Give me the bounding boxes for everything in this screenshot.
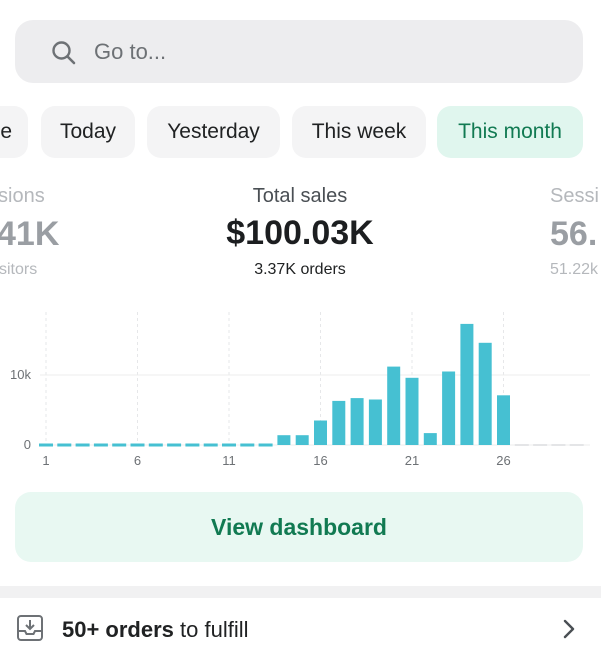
chart-x-tick-label: 16: [313, 453, 327, 468]
chart-y-tick-label: 0: [24, 437, 31, 452]
chart-bar: [277, 435, 291, 445]
view-dashboard-button[interactable]: View dashboard: [15, 492, 583, 562]
chart-x-tick-label: 11: [222, 453, 236, 468]
chart-bar: [478, 342, 492, 445]
search-placeholder: Go to...: [94, 39, 167, 64]
chart-bar: [423, 433, 437, 445]
stat-center-sub: 3.37K orders: [254, 261, 346, 278]
chart-bar: [350, 398, 364, 445]
chart-bar: [460, 323, 474, 445]
tab-partial[interactable]: e: [0, 106, 28, 158]
date-range-tabs: e Today Yesterday This week This month: [0, 106, 601, 158]
stat-left-label: sions: [0, 185, 45, 207]
tab-label: This month: [458, 120, 562, 143]
stat-left-value: 41K: [0, 215, 60, 253]
chart-bar: [497, 395, 510, 445]
chart-y-tick-label: 10k: [10, 367, 31, 382]
chart-x-tick-label: 6: [134, 453, 141, 468]
stat-right-value: 56.: [550, 215, 598, 253]
chart-bar: [332, 400, 346, 445]
orders-count: 50+ orders: [62, 617, 174, 642]
tab-today[interactable]: Today: [41, 106, 135, 158]
tab-label: This week: [311, 120, 407, 143]
view-dashboard-label: View dashboard: [211, 513, 387, 540]
chart-bar: [314, 420, 327, 445]
stat-center-label: Total sales: [252, 185, 348, 207]
tab-label: e: [0, 120, 12, 143]
stats-carousel: sions 41K sitors Total sales $100.03K 3.…: [0, 180, 601, 290]
chart-bar: [368, 399, 382, 445]
orders-suffix: to fulfill: [173, 617, 249, 642]
tab-this-week[interactable]: This week: [292, 106, 426, 158]
orders-to-fulfill-row[interactable]: 50+ orders to fulfill: [0, 598, 601, 654]
tab-label: Yesterday: [167, 120, 260, 143]
chart-x-tick-label: 26: [496, 453, 510, 468]
chart-x-tick-label: 1: [42, 453, 49, 468]
stat-right-sub: 51.22k: [550, 261, 599, 278]
search-icon: [52, 41, 76, 65]
orders-to-fulfill-label: 50+ orders to fulfill: [62, 617, 249, 643]
stat-center-value: $100.03K: [226, 214, 374, 252]
inbox-download-icon: [17, 615, 43, 641]
chart-bar: [405, 377, 419, 445]
chart-bar: [387, 366, 401, 445]
tab-label: Today: [59, 120, 117, 143]
chevron-right-icon: [563, 619, 575, 639]
stat-left-sub: sitors: [0, 261, 38, 278]
chart-bar: [295, 435, 309, 445]
chart-x-tick-label: 21: [405, 453, 419, 468]
tab-yesterday[interactable]: Yesterday: [147, 106, 280, 158]
chart-bar: [442, 371, 456, 445]
stat-total-sales[interactable]: Total sales $100.03K 3.37K orders: [175, 180, 425, 290]
search-bar[interactable]: Go to...: [15, 20, 583, 83]
tab-this-month[interactable]: This month: [437, 106, 583, 158]
stat-right-label: Sessi: [550, 185, 599, 207]
section-divider: [0, 586, 601, 598]
